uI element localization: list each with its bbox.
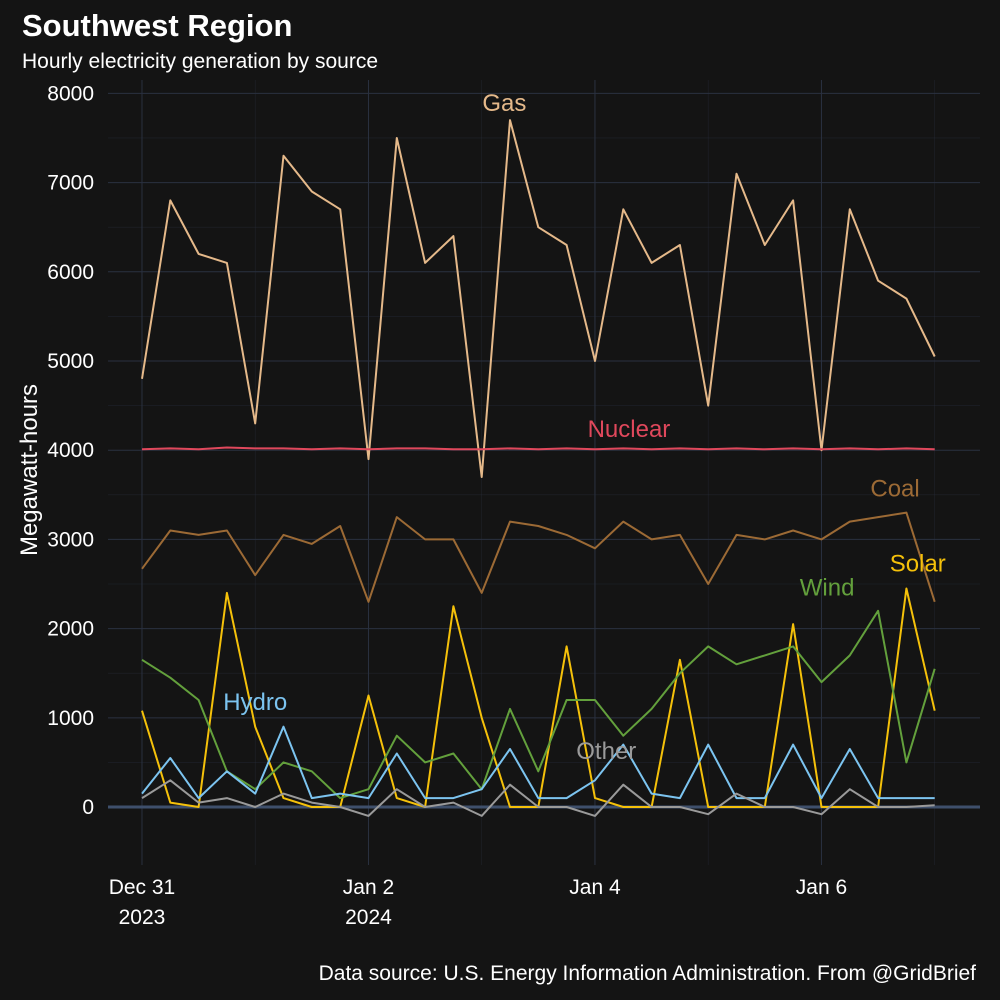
- y-tick-label: 4000: [47, 439, 94, 462]
- x-tick-label: Jan 4: [569, 876, 621, 899]
- series-line-coal: [141, 511, 936, 603]
- x-tick-year-label: 2024: [345, 906, 392, 929]
- y-tick-label: 3000: [47, 528, 94, 551]
- x-tick-label: Dec 31: [109, 876, 176, 899]
- series-label-wind: Wind: [800, 575, 855, 602]
- series-label-solar: Solar: [890, 551, 946, 578]
- y-tick-label: 5000: [47, 350, 94, 373]
- y-tick-label: 0: [82, 796, 94, 819]
- y-tick-label: 1000: [47, 707, 94, 730]
- y-tick-label: 6000: [47, 261, 94, 284]
- y-tick-label: 2000: [47, 618, 94, 641]
- series-label-gas: Gas: [482, 90, 526, 117]
- series-line-wind: [141, 609, 936, 800]
- series-line-other: [141, 779, 935, 817]
- x-tick-year-label: 2023: [119, 906, 166, 929]
- x-tick-label: Jan 6: [796, 876, 847, 899]
- series-label-hydro: Hydro: [223, 689, 287, 716]
- series-line-gas: [141, 119, 936, 478]
- series-label-other: Other: [576, 738, 636, 765]
- series-label-coal: Coal: [870, 476, 919, 503]
- y-tick-label: 8000: [47, 82, 94, 105]
- y-tick-label: 7000: [47, 172, 94, 195]
- chart-title: Southwest Region: [22, 8, 293, 43]
- series-line-nuclear: [141, 446, 935, 451]
- series-label-nuclear: Nuclear: [588, 416, 671, 443]
- series-line-hydro: [141, 725, 935, 800]
- chart-subtitle: Hourly electricity generation by source: [22, 50, 378, 73]
- x-tick-label: Jan 2: [343, 876, 394, 899]
- data-source-caption: Data source: U.S. Energy Information Adm…: [318, 962, 976, 985]
